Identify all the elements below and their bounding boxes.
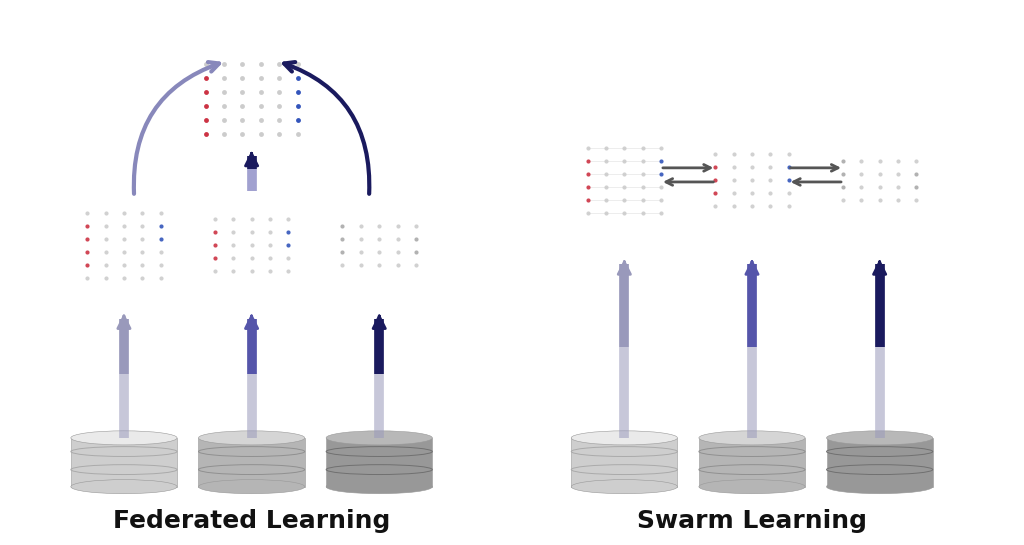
Ellipse shape xyxy=(571,480,678,494)
Ellipse shape xyxy=(826,431,933,445)
Ellipse shape xyxy=(699,480,805,494)
Bar xyxy=(699,438,805,487)
Ellipse shape xyxy=(826,480,933,494)
Bar xyxy=(199,438,305,487)
Ellipse shape xyxy=(571,431,678,445)
Bar xyxy=(326,438,432,487)
Ellipse shape xyxy=(199,480,305,494)
Ellipse shape xyxy=(199,431,305,445)
Text: Federated Learning: Federated Learning xyxy=(113,509,390,533)
Bar xyxy=(571,438,678,487)
FancyArrowPatch shape xyxy=(284,62,370,194)
Ellipse shape xyxy=(699,431,805,445)
Ellipse shape xyxy=(326,480,432,494)
Bar xyxy=(826,438,933,487)
Bar xyxy=(71,438,177,487)
Ellipse shape xyxy=(71,480,177,494)
Ellipse shape xyxy=(326,431,432,445)
FancyArrowPatch shape xyxy=(134,62,219,194)
Ellipse shape xyxy=(71,431,177,445)
Text: Swarm Learning: Swarm Learning xyxy=(637,509,867,533)
